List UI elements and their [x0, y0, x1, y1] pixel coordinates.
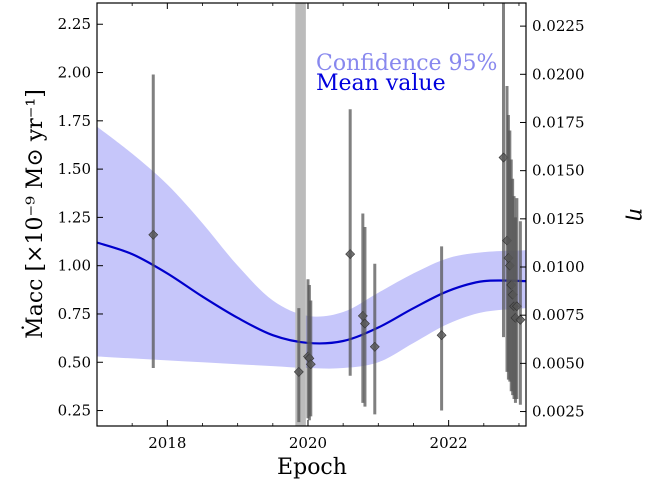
data-point-4 — [305, 300, 316, 417]
y2-tick-label-2: 0.0075 — [532, 306, 585, 324]
plot-area — [97, 3, 526, 426]
legend-entry-mean: Mean value — [316, 71, 446, 96]
y2-tick-label-0: 0.0025 — [532, 403, 585, 421]
y-tick-label-2: 0.75 — [58, 305, 91, 323]
data-point-9 — [436, 246, 447, 411]
y-tick-label-1: 0.50 — [58, 353, 91, 371]
y-tick-label-8: 2.25 — [58, 15, 91, 33]
data-point-8 — [369, 263, 380, 415]
y-tick-label-6: 1.75 — [58, 112, 91, 130]
y2-tick-label-7: 0.0200 — [532, 65, 585, 83]
y-tick-label-0: 0.25 — [58, 402, 91, 420]
x-tick-label-0: 2018 — [148, 434, 186, 452]
data-points-layer — [148, 3, 526, 423]
y2-tick-label-8: 0.0225 — [532, 17, 585, 35]
y2-tick-label-6: 0.0175 — [532, 113, 585, 131]
y-tick-label-3: 1.00 — [58, 257, 91, 275]
confidence-band — [97, 126, 526, 369]
data-point-marker-0 — [148, 229, 159, 240]
data-point-marker-5 — [345, 249, 356, 260]
data-point-1 — [293, 308, 304, 423]
data-point-19 — [515, 221, 526, 405]
data-point-marker-8 — [369, 341, 380, 352]
data-point-5 — [345, 109, 356, 376]
y-axis-title: Ṁacc [×10⁻⁹ M⊙ yr⁻¹] — [21, 89, 48, 339]
data-point-marker-7 — [360, 318, 370, 329]
y2-tick-label-1: 0.0050 — [532, 354, 585, 372]
y2-axis-title: η — [624, 207, 649, 220]
x-axis-title: Epoch — [277, 455, 347, 480]
data-point-7 — [360, 227, 370, 407]
y-tick-label-7: 2.00 — [58, 64, 91, 82]
data-point-marker-9 — [436, 330, 447, 341]
ticks-layer: 2018 2020 2022 0.25 0.50 0.75 1.00 1.25 1.50 1.75… — [58, 3, 585, 452]
x-tick-label-2: 2022 — [430, 434, 468, 452]
y2-tick-label-5: 0.0150 — [532, 162, 585, 180]
legend: Confidence 95% Mean value — [316, 51, 497, 96]
confidence-band-layer — [97, 126, 526, 369]
y2-tick-label-3: 0.0100 — [532, 258, 585, 276]
y2-tick-label-4: 0.0125 — [532, 210, 585, 228]
y-tick-label-5: 1.50 — [58, 160, 91, 178]
plot-frame — [96, 2, 527, 427]
data-point-marker-19 — [515, 314, 526, 325]
y-tick-label-4: 1.25 — [58, 208, 91, 226]
data-point-0 — [148, 74, 159, 369]
x-tick-label-1: 2020 — [289, 434, 327, 452]
data-point-marker-4 — [305, 359, 316, 370]
data-point-marker-1 — [293, 366, 304, 377]
legend-entry-confidence: Confidence 95% — [316, 51, 497, 76]
gap-shade-band — [295, 3, 306, 426]
gap-shade-layer — [295, 3, 306, 426]
